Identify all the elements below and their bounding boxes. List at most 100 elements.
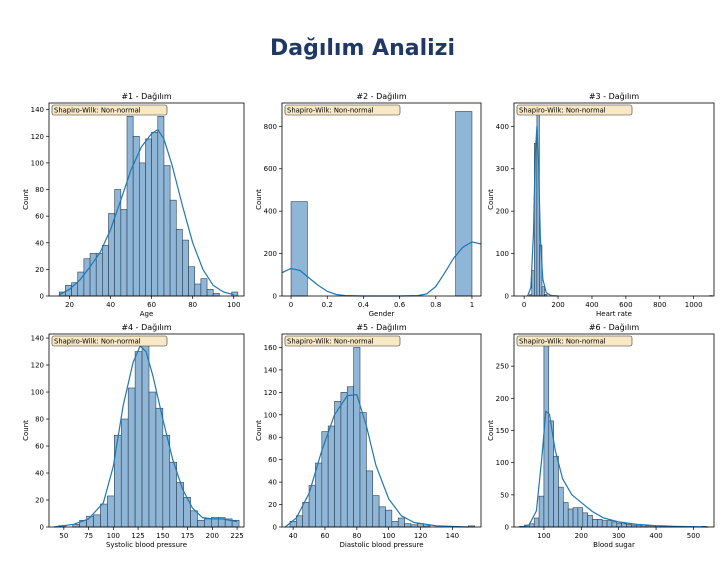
x-tick-label: 60 [321, 532, 330, 540]
y-tick-label: 80 [35, 186, 44, 194]
panel-title: #5 - Dağılım [356, 323, 407, 332]
x-tick-label: 0.4 [358, 301, 370, 309]
y-tick-label: 140 [264, 366, 277, 374]
x-tick-label: 400 [585, 301, 598, 309]
x-tick-label: 1 [470, 301, 474, 309]
histogram-bar [587, 515, 593, 528]
histogram-bar [404, 523, 412, 528]
histogram-bar [206, 289, 214, 297]
histogram-bar [163, 165, 171, 297]
histogram-bar [162, 434, 171, 528]
x-tick-label: 40 [289, 532, 298, 540]
histogram-bar [455, 111, 473, 297]
histogram-bar [340, 392, 348, 528]
x-tick-label: 0.2 [322, 301, 333, 309]
histogram-bar [558, 486, 564, 528]
x-tick-label: 1000 [685, 301, 703, 309]
y-tick-label: 600 [264, 165, 277, 173]
normality-badge [51, 104, 168, 116]
panel-title: #1 - Dağılım [121, 92, 172, 101]
histogram-bar [175, 229, 183, 297]
x-tick-label: 100 [382, 532, 395, 540]
y-tick-label: 80 [35, 416, 44, 424]
normality-badge [516, 335, 633, 347]
histogram-bar [102, 245, 109, 297]
histogram-panel-2: 0 0.2 0.4 0.6 0.8 1 0 200 400 600 800 #2 - Dağılım G… [255, 92, 482, 318]
y-tick-label: 100 [496, 250, 509, 258]
y-tick-label: 100 [264, 411, 277, 419]
histogram-panel-6: 100 200 300 400 500 0 50 100 150 200 250 #6 - Dağıl… [487, 323, 715, 549]
histogram-bar [204, 518, 212, 528]
y-tick-label: 20 [35, 497, 44, 505]
y-tick-label: 160 [264, 344, 277, 352]
histogram-bar [197, 519, 205, 528]
y-tick-label: 200 [496, 395, 509, 403]
histogram-bar [321, 431, 329, 528]
histogram-bar [127, 387, 136, 528]
y-tick-label: 120 [31, 362, 44, 370]
histogram-bar [100, 503, 108, 528]
y-axis-label: Count [22, 420, 30, 441]
y-tick-label: 60 [35, 443, 44, 451]
normality-badge [51, 335, 168, 347]
kde-line [59, 129, 234, 296]
histogram-bar [553, 455, 559, 528]
y-tick-label: 0 [505, 293, 509, 301]
y-tick-label: 40 [35, 239, 44, 247]
plot-frame [48, 333, 245, 528]
histogram-bar [541, 286, 545, 297]
histogram-bar [533, 517, 540, 528]
histogram-bar [621, 523, 627, 528]
plot-frame [48, 102, 245, 297]
y-axis-label: Count [487, 420, 495, 441]
histogram-bar [107, 495, 115, 528]
histogram-bar [592, 518, 598, 528]
histogram-bar [606, 520, 613, 528]
x-tick-label: 100 [227, 301, 240, 309]
x-tick-label: 200 [575, 532, 588, 540]
histogram-bar [372, 495, 380, 528]
histogram-bar [538, 495, 545, 528]
histogram-bar [157, 116, 165, 297]
y-tick-label: 120 [264, 389, 277, 397]
histogram-bar [378, 506, 386, 528]
histogram-bar [95, 253, 103, 297]
histogram-bar [182, 239, 189, 297]
histogram-bar [169, 199, 177, 297]
x-tick-label: 100 [107, 532, 120, 540]
x-tick-label: 500 [687, 532, 700, 540]
y-tick-label: 60 [268, 456, 277, 464]
y-tick-label: 60 [35, 213, 44, 221]
histogram-bar [114, 189, 122, 297]
panel-title: #4 - Dağılım [121, 323, 172, 332]
y-tick-label: 300 [496, 165, 509, 173]
y-tick-label: 200 [496, 208, 509, 216]
x-axis-label: Age [140, 310, 154, 318]
x-tick-label: 20 [65, 301, 74, 309]
y-tick-label: 0 [273, 524, 277, 532]
kde-line [281, 241, 482, 297]
x-axis-label: Systolic blood pressure [106, 541, 187, 549]
normality-badge-label: Shapiro-Wilk: Non-normal [519, 107, 606, 115]
y-tick-label: 40 [35, 470, 44, 478]
histogram-bar [114, 434, 122, 528]
histogram-bar [346, 386, 354, 528]
y-axis-label: Count [22, 189, 30, 210]
y-tick-label: 140 [31, 106, 44, 114]
normality-badge-label: Shapiro-Wilk: Non-normal [287, 338, 374, 346]
y-tick-label: 20 [268, 501, 277, 509]
x-tick-label: 100 [537, 532, 550, 540]
histogram-bar [567, 508, 574, 528]
kde-line [53, 345, 238, 528]
y-tick-label: 150 [496, 427, 509, 435]
normality-badge-label: Shapiro-Wilk: Non-normal [54, 338, 141, 346]
x-axis-label: Blood sugar [593, 541, 635, 549]
histogram-bar [139, 162, 146, 297]
histogram-bar [616, 522, 622, 528]
histogram-bar [611, 521, 618, 528]
histogram-bar [334, 401, 342, 528]
normality-badge [284, 335, 401, 347]
histogram-bar [134, 351, 143, 528]
x-tick-label: 140 [446, 532, 459, 540]
